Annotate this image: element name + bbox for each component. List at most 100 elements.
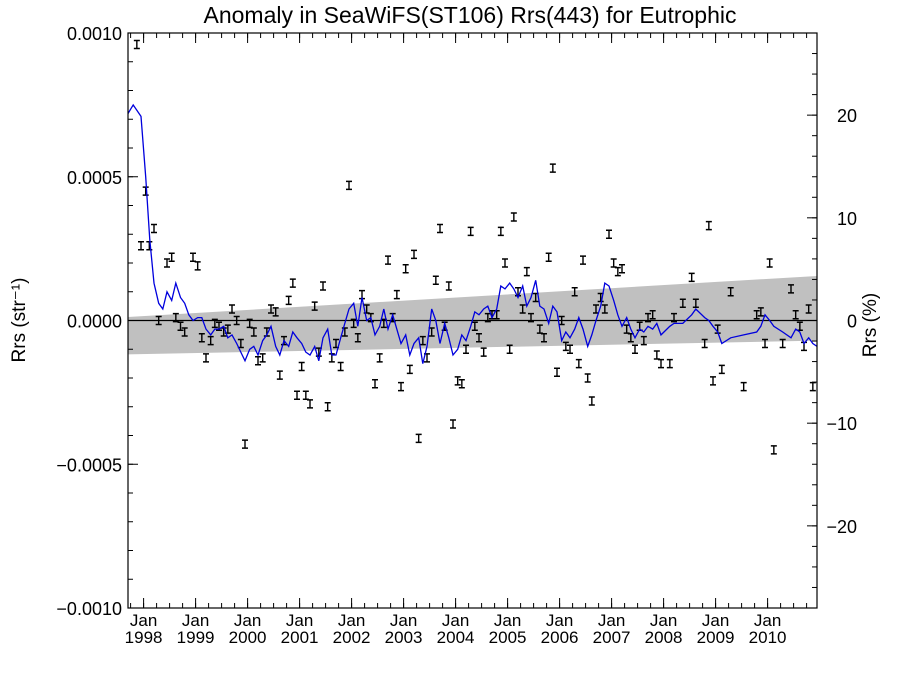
errorbar-point — [155, 315, 162, 326]
x-tick-month: Jan — [754, 611, 781, 630]
errorbar-point — [567, 344, 573, 354]
errorbar-point — [619, 264, 625, 274]
errorbar-point — [437, 223, 443, 234]
errorbar-point — [510, 212, 517, 222]
errorbar-point — [350, 318, 357, 329]
errorbar-point — [268, 304, 274, 314]
errorbar-point — [337, 361, 344, 372]
chart-title: Anomaly in SeaWiFS(ST106) Rrs(443) for E… — [203, 2, 737, 28]
y-tick-label: −0.0005 — [56, 455, 122, 475]
errorbar-point — [541, 333, 547, 343]
x-tick-month: Jan — [546, 611, 573, 630]
errorbar-point — [320, 281, 326, 291]
x-tick-month: Jan — [390, 611, 417, 630]
errorbar-point — [445, 281, 452, 291]
errorbar-point — [402, 264, 409, 274]
x-tick-year: 2010 — [749, 628, 787, 647]
errorbar-point — [588, 396, 595, 406]
errorbar-point — [718, 364, 725, 375]
errorbar-point — [298, 361, 305, 372]
errorbar-point — [432, 275, 439, 285]
errorbar-point — [142, 186, 149, 196]
x-tick-year: 2002 — [333, 628, 371, 647]
errorbar-point — [528, 312, 534, 323]
errorbar-point — [701, 338, 708, 349]
errorbar-point — [151, 223, 157, 234]
errorbar-point — [770, 445, 777, 455]
x-tick-month: Jan — [130, 611, 157, 630]
errorbar-point — [497, 226, 504, 237]
errorbar-point — [766, 258, 773, 268]
errorbar-point — [666, 358, 673, 369]
errorbar-point — [419, 335, 426, 346]
errorbar-point — [788, 284, 794, 294]
errorbar-point — [575, 358, 582, 369]
y-tick-label: 0.0005 — [67, 168, 122, 188]
errorbar-point — [289, 278, 296, 288]
errorbar-point — [809, 381, 816, 392]
errorbar-point — [484, 312, 491, 323]
errorbar-point — [606, 229, 612, 239]
errorbar-point — [792, 310, 799, 320]
errorbar-point — [376, 353, 383, 363]
errorbar-point — [450, 419, 456, 429]
errorbar-point — [467, 226, 474, 237]
errorbar-point — [705, 220, 712, 231]
errorbar-point — [762, 338, 768, 349]
x-tick-year: 2008 — [645, 628, 683, 647]
errorbar-point — [649, 310, 656, 320]
errorbar-point — [632, 344, 638, 354]
errorbar-point — [571, 287, 578, 297]
errorbar-point — [242, 439, 248, 449]
x-tick-month: Jan — [338, 611, 365, 630]
y2-tick-label: 10 — [837, 209, 857, 229]
x-tick-year: 2000 — [229, 628, 267, 647]
errorbar-point — [471, 321, 478, 331]
y-tick-label: −0.0010 — [56, 599, 122, 619]
errorbar-point — [294, 390, 300, 400]
x-tick-year: 2007 — [593, 628, 631, 647]
errorbar-point — [211, 318, 218, 329]
x-tick-year: 2009 — [697, 628, 735, 647]
errorbar-point — [203, 353, 209, 363]
x-tick-year: 2006 — [541, 628, 579, 647]
errorbar-point — [458, 379, 465, 389]
errorbar-point — [779, 338, 786, 349]
trend-band — [128, 275, 817, 355]
errorbar-point — [710, 376, 716, 386]
errorbar-point — [757, 307, 764, 317]
x-tick-year: 2003 — [385, 628, 423, 647]
errorbar-point — [805, 304, 812, 314]
errorbar-point — [614, 266, 621, 277]
errorbar-point — [502, 258, 508, 268]
y-tick-label: 0.0000 — [67, 312, 122, 332]
errorbar-point — [181, 327, 188, 337]
errorbar-point — [146, 241, 153, 251]
x-tick-month: Jan — [442, 611, 469, 630]
x-tick-month: Jan — [182, 611, 209, 630]
errorbar-point — [311, 301, 318, 311]
errorbar-point — [415, 433, 422, 444]
errorbar-point — [207, 335, 214, 346]
x-tick-month: Jan — [234, 611, 261, 630]
errorbar-point — [406, 364, 413, 375]
errorbar-point — [398, 381, 404, 392]
errorbar-point — [177, 321, 184, 331]
errorbar-point — [740, 381, 747, 392]
x-tick-year: 1999 — [177, 628, 215, 647]
errorbar-point — [493, 310, 500, 320]
errorbar-point — [506, 344, 513, 354]
errorbar-point — [658, 358, 664, 369]
y-tick-label: 0.0010 — [67, 24, 122, 44]
x-tick-year: 1998 — [125, 628, 163, 647]
errorbar-point — [255, 356, 261, 366]
x-tick-month: Jan — [494, 611, 521, 630]
errorbar-point — [463, 344, 469, 354]
smoothed-line — [128, 103, 817, 364]
errorbar-point — [753, 310, 760, 320]
errorbar-point — [584, 373, 591, 383]
errorbar-point — [233, 315, 240, 326]
x-tick-month: Jan — [702, 611, 729, 630]
errorbar-point — [679, 298, 686, 308]
